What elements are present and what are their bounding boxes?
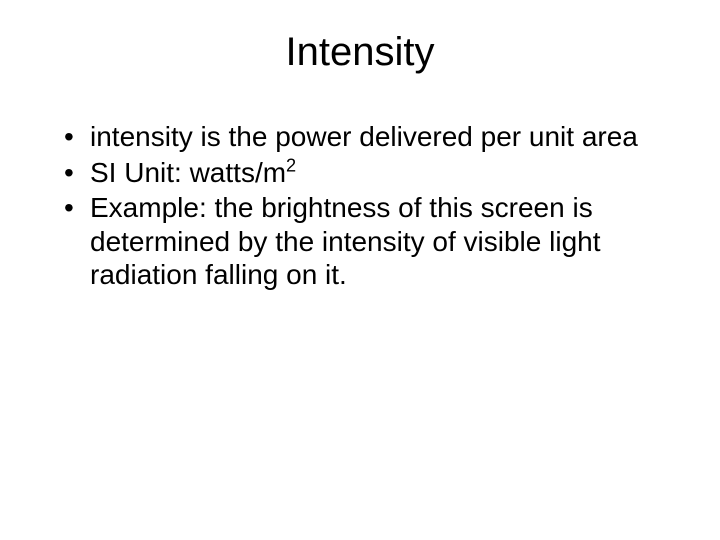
slide-title: Intensity: [40, 30, 680, 75]
slide-content: • intensity is the power delivered per u…: [40, 120, 680, 292]
unit-prefix: SI Unit: watts/m: [90, 157, 286, 188]
list-item: • Example: the brightness of this screen…: [60, 191, 640, 292]
list-item: • intensity is the power delivered per u…: [60, 120, 640, 154]
bullet-text: Example: the brightness of this screen i…: [90, 191, 640, 292]
bullet-icon: •: [60, 156, 90, 190]
bullet-icon: •: [60, 120, 90, 154]
unit-superscript: 2: [286, 155, 296, 175]
bullet-text: intensity is the power delivered per uni…: [90, 120, 640, 154]
slide: Intensity • intensity is the power deliv…: [0, 0, 720, 540]
bullet-text: SI Unit: watts/m2: [90, 156, 640, 190]
list-item: • SI Unit: watts/m2: [60, 156, 640, 190]
bullet-icon: •: [60, 191, 90, 225]
